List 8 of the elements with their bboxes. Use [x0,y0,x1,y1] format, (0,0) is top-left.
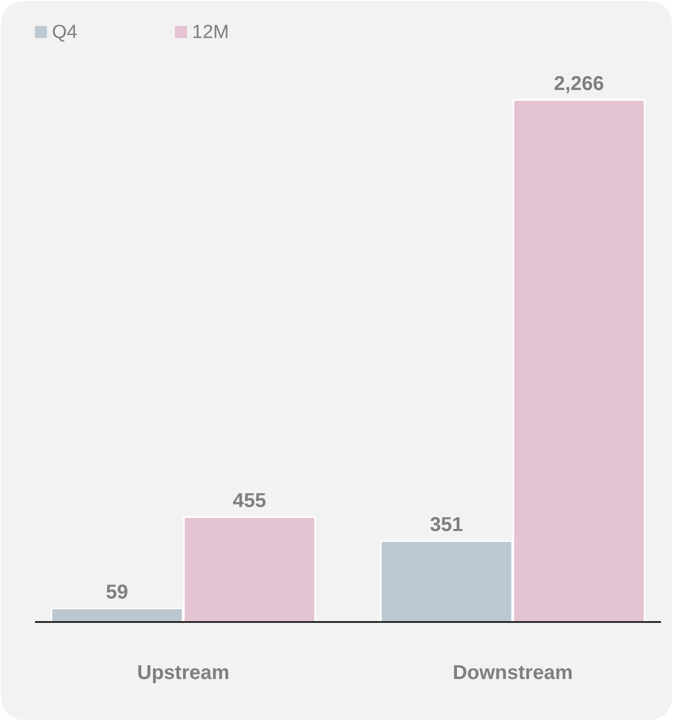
legend-label: Q4 [52,22,78,43]
legend-label: 12M [192,22,229,43]
x-tick-label: Upstream [137,662,230,684]
data-label: 455 [232,490,266,512]
data-label: 351 [430,514,464,536]
x-tick-label: Downstream [452,662,573,684]
data-label: 2,266 [554,73,604,95]
data-label: 59 [106,581,128,604]
